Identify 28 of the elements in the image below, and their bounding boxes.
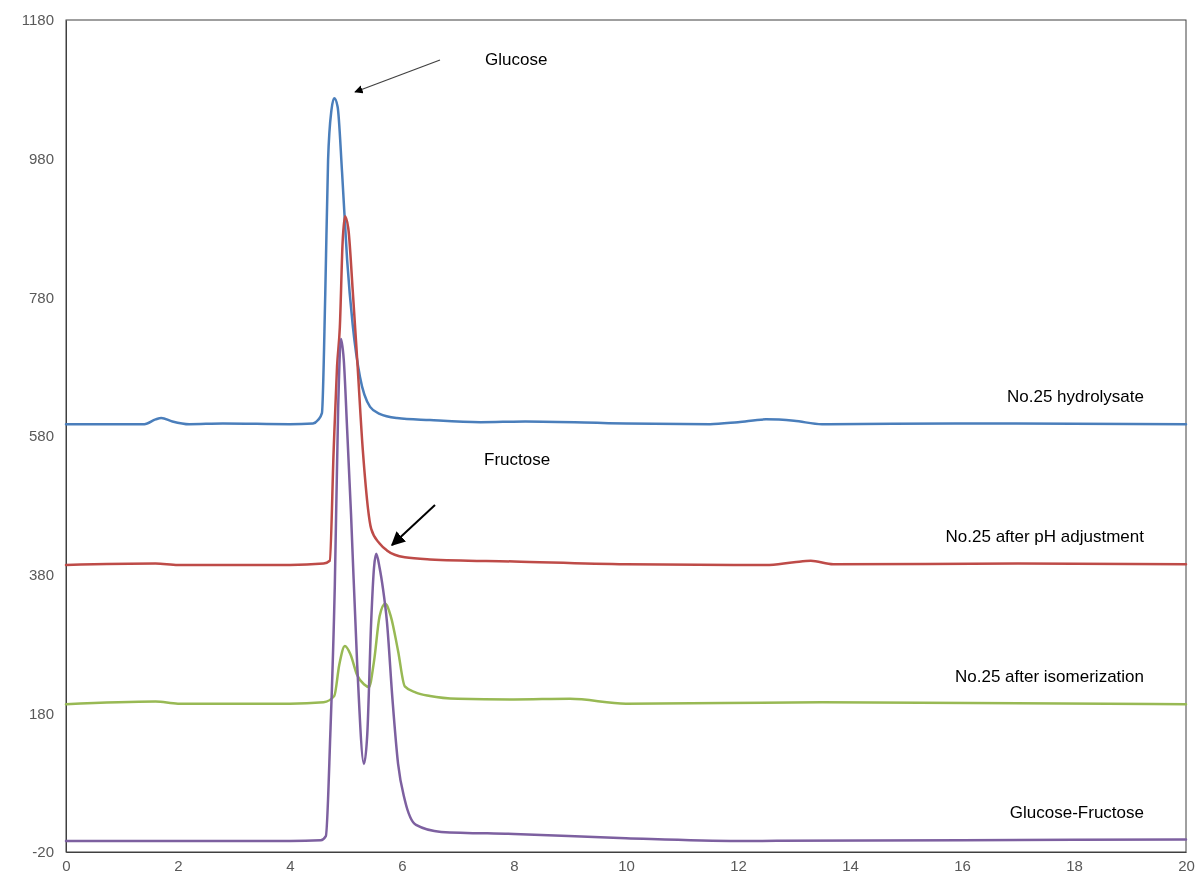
x-tick-label: 16 — [954, 856, 971, 874]
y-tick-label: 180 — [28, 704, 54, 722]
line-series — [64, 337, 1188, 843]
annotation: Glucose — [485, 50, 548, 69]
series-label: No.25 after pH adjustment — [945, 527, 1145, 547]
line-series — [64, 214, 1188, 567]
y-tick-label: 780 — [28, 288, 54, 306]
line-series — [64, 97, 1188, 426]
series-label: Glucose-Fructose — [1009, 802, 1144, 822]
line-series — [64, 602, 1188, 706]
series-label: No.25 after isomerization — [955, 667, 1144, 687]
annotation: Fructose — [484, 450, 551, 469]
x-tick-label: 20 — [1178, 856, 1195, 874]
y-tick-label: -20 — [32, 843, 54, 861]
x-tick-label: 0 — [62, 856, 71, 874]
y-tick-label: 1180 — [21, 11, 54, 29]
y-tick-label: 580 — [28, 427, 54, 445]
series-label: No.25 hydrolysate — [1006, 387, 1144, 407]
x-tick-label: 4 — [286, 856, 295, 874]
y-tick-label: 380 — [28, 565, 54, 583]
x-tick-label: 12 — [730, 856, 747, 874]
x-tick-label: 2 — [174, 856, 183, 874]
x-tick-label: 6 — [398, 856, 407, 874]
x-tick-label: 8 — [510, 856, 519, 874]
x-tick-label: 14 — [842, 856, 859, 874]
x-tick-label: 18 — [1066, 856, 1083, 874]
x-tick-label: 10 — [618, 856, 635, 874]
y-tick-label: 980 — [28, 149, 54, 167]
